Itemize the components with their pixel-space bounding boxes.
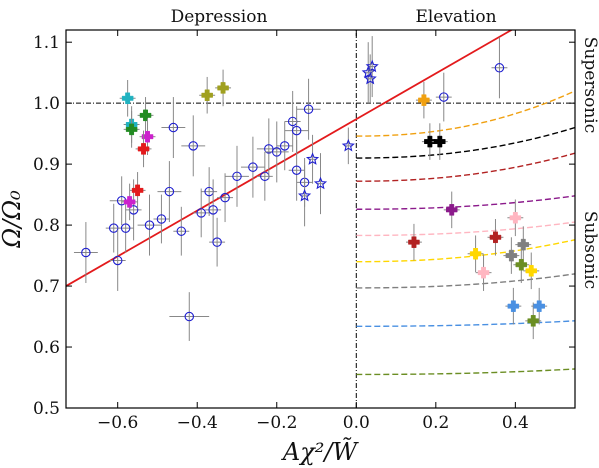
data-point-circle (291, 125, 302, 136)
data-point-circle (112, 255, 123, 266)
x-tick-label: 0.0 (343, 413, 370, 433)
data-point-circle (168, 122, 179, 133)
data-point-plus (489, 231, 502, 244)
axes: −0.6 −0.4 −0.2 0.0 0.2 0.4 0.5 0.6 0.7 0.8 0.9 1.0 1… (33, 30, 575, 433)
data-point-star (305, 152, 320, 165)
data-point-plus (434, 135, 446, 148)
region-label-depression: Depression (171, 7, 268, 27)
threshold-curve (356, 90, 575, 137)
x-tick-label: −0.2 (256, 413, 297, 433)
data-point-circle (279, 141, 290, 151)
y-tick-label: 0.6 (33, 338, 60, 358)
data-point-plus (201, 89, 213, 101)
data-point-star (365, 59, 379, 73)
x-tick-label: −0.6 (97, 413, 138, 433)
x-tick-label: 0.2 (422, 413, 449, 433)
data-point-plus (418, 94, 430, 106)
threshold-curve (356, 195, 575, 210)
threshold-curve (356, 239, 575, 263)
threshold-curve (356, 368, 575, 376)
x-tick-label: 0.4 (502, 413, 529, 433)
data-point-star (363, 71, 377, 85)
region-label-supersonic: Supersonic (580, 37, 599, 134)
plot-area (66, 30, 575, 408)
data-point-plus (131, 184, 144, 197)
data-point-star (341, 138, 355, 152)
region-label-subsonic: Subsonic (580, 211, 599, 289)
data-point-circle (272, 147, 282, 157)
x-axis-label: Aχ²/W̃ (281, 438, 360, 466)
data-point-circle (494, 63, 505, 73)
data-point-circle (184, 311, 195, 322)
data-point-circle (176, 226, 187, 236)
data-point-circle (248, 162, 258, 172)
threshold-curve (356, 221, 575, 237)
y-tick-label: 0.5 (33, 399, 60, 419)
y-tick-label: 0.8 (33, 216, 60, 236)
data-point-circle (291, 165, 302, 175)
data-point-star (313, 176, 328, 190)
threshold-curve (356, 126, 575, 159)
data-point-plus (469, 248, 482, 260)
y-axis-label: Ω/Ω₀ (0, 190, 26, 249)
threshold-curve (356, 273, 575, 289)
data-point-plus (533, 300, 545, 312)
threshold-curve (356, 152, 575, 182)
data-point-plus (125, 123, 138, 136)
fit-line (66, 30, 514, 287)
y-tick-label: 1.1 (33, 33, 60, 53)
data-point-plus (408, 236, 420, 248)
data-point-plus (123, 196, 136, 208)
data-point-plus (515, 258, 528, 271)
data-point-circle (120, 223, 131, 233)
x-tick-label: −0.4 (177, 413, 218, 433)
y-tick-label: 0.9 (33, 155, 60, 175)
data-point-circle (81, 247, 91, 258)
data-point-plus (137, 143, 150, 155)
data-point-circle (156, 214, 167, 224)
data-point-plus (477, 266, 490, 279)
data-point-plus (505, 249, 518, 262)
data-point-plus (121, 92, 134, 105)
data-point-circle (232, 171, 242, 182)
data-point-circle (164, 186, 175, 197)
data-point-plus (527, 315, 539, 327)
data-point-circle (196, 208, 206, 218)
data-point-plus (424, 135, 436, 148)
data-point-circle (212, 237, 222, 247)
data-point-star (297, 188, 312, 202)
data-point-plus (509, 212, 522, 224)
data-point-circle (220, 192, 230, 203)
data-point-plus (517, 238, 530, 251)
plot-frame (65, 29, 576, 409)
data-point-plus (507, 300, 520, 312)
data-point-plus (141, 130, 154, 143)
data-point-plus (445, 204, 458, 216)
data-point-circle (144, 220, 155, 230)
data-point-circle (264, 144, 274, 154)
data-point-circle (439, 92, 449, 102)
data-point-plus (525, 265, 538, 277)
data-point-circle (208, 205, 218, 215)
data-point-circle (303, 104, 314, 115)
y-tick-label: 0.7 (33, 277, 60, 297)
region-label-elevation: Elevation (415, 7, 496, 27)
data-point-circle (188, 141, 199, 151)
y-tick-label: 1.0 (33, 94, 60, 114)
data-point-plus (217, 82, 229, 94)
